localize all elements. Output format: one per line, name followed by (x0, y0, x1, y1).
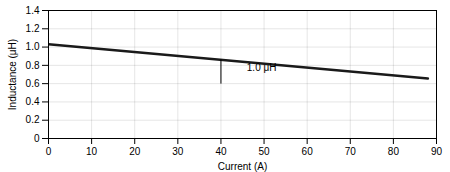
svg-text:1.2: 1.2 (26, 23, 40, 34)
svg-text:Inductance (μH): Inductance (μH) (7, 39, 18, 110)
svg-text:30: 30 (172, 146, 184, 157)
svg-text:80: 80 (388, 146, 400, 157)
svg-text:50: 50 (258, 146, 270, 157)
svg-text:Current (A): Current (A) (218, 161, 267, 172)
svg-text:0.8: 0.8 (26, 60, 40, 71)
svg-text:1.4: 1.4 (26, 5, 40, 16)
svg-text:0.2: 0.2 (26, 114, 40, 125)
svg-text:60: 60 (302, 146, 314, 157)
svg-text:1.0: 1.0 (26, 41, 40, 52)
svg-text:1.0 μH: 1.0 μH (247, 62, 277, 73)
svg-text:0: 0 (46, 146, 52, 157)
svg-text:0.6: 0.6 (26, 78, 40, 89)
svg-text:40: 40 (215, 146, 227, 157)
svg-text:90: 90 (431, 146, 443, 157)
svg-text:10: 10 (86, 146, 98, 157)
svg-text:70: 70 (345, 146, 357, 157)
svg-text:0.4: 0.4 (26, 96, 40, 107)
svg-text:20: 20 (129, 146, 141, 157)
svg-text:0: 0 (34, 133, 40, 144)
